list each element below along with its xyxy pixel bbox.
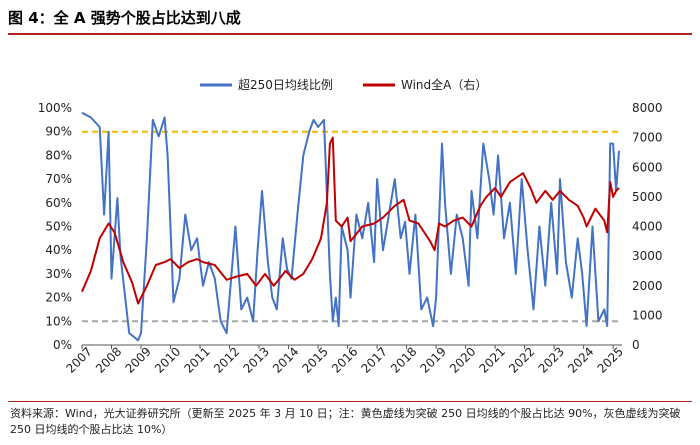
y-left-tick-label: 100% [38, 101, 72, 115]
x-tick-label: 2013 [240, 344, 271, 375]
series-layer [81, 111, 620, 342]
y-left-tick-label: 20% [45, 291, 72, 305]
y-left-tick-label: 40% [45, 243, 72, 257]
x-tick-label: 2019 [418, 344, 449, 375]
y-right-tick-label: 0 [632, 338, 640, 352]
x-tick-label: 2016 [329, 344, 360, 375]
y-left-tick-label: 0% [53, 338, 72, 352]
x-tick-label: 2018 [388, 344, 419, 375]
x-tick-label: 2008 [93, 344, 124, 375]
y-right-tick-label: 6000 [632, 160, 663, 174]
x-tick-label: 2014 [270, 344, 301, 375]
legend: 超250日均线比例 Wind全A（右） [200, 77, 487, 92]
chart: 超250日均线比例 Wind全A（右） 0% 10% 20% 30% 40% 50% 60%… [38, 77, 663, 376]
x-tick-label: 2009 [122, 344, 153, 375]
x-tick-label: 2025 [595, 344, 626, 375]
y-left-tick-label: 80% [45, 148, 72, 162]
x-tick-label: 2024 [565, 344, 596, 375]
y-right-tick-label: 5000 [632, 190, 663, 204]
title-divider [8, 33, 692, 35]
y-right-tick-label: 2000 [632, 279, 663, 293]
y-right-tick-label: 1000 [632, 308, 663, 322]
y-left-tick-label: 30% [45, 267, 72, 281]
x-tick-label: 2022 [506, 344, 537, 375]
y-right-tick-label: 8000 [632, 101, 663, 115]
y-left-tick-label: 90% [45, 125, 72, 139]
x-tick-label: 2017 [359, 344, 390, 375]
x-tick-label: 2011 [181, 344, 212, 375]
legend-label-breadth: 超250日均线比例 [238, 77, 333, 92]
x-tick-label: 2012 [211, 344, 242, 375]
x-tick-label: 2020 [447, 344, 478, 375]
y-left-tick-label: 60% [45, 196, 72, 210]
chart-title: 图 4：全 A 强势个股占比达到八成 [8, 9, 241, 27]
source-divider [8, 401, 692, 402]
series-line-index [81, 136, 620, 305]
y-right-tick-label: 4000 [632, 220, 663, 234]
y-right-tick-label: 3000 [632, 249, 663, 263]
series-line-breadth [81, 111, 620, 342]
source-note: 资料来源：Wind，光大证券研究所（更新至 2025 年 3 月 10 日；注：… [10, 407, 681, 436]
y-right-tick-label: 7000 [632, 131, 663, 145]
legend-label-index: Wind全A（右） [401, 77, 487, 92]
x-tick-label: 2015 [299, 344, 330, 375]
x-tick-label: 2010 [152, 344, 183, 375]
y-left-tick-label: 10% [45, 314, 72, 328]
x-tick-label: 2023 [536, 344, 567, 375]
x-tick-label: 2021 [477, 344, 508, 375]
y-left-tick-label: 70% [45, 172, 72, 186]
reference-lines [82, 130, 622, 323]
y-left-tick-label: 50% [45, 220, 72, 234]
